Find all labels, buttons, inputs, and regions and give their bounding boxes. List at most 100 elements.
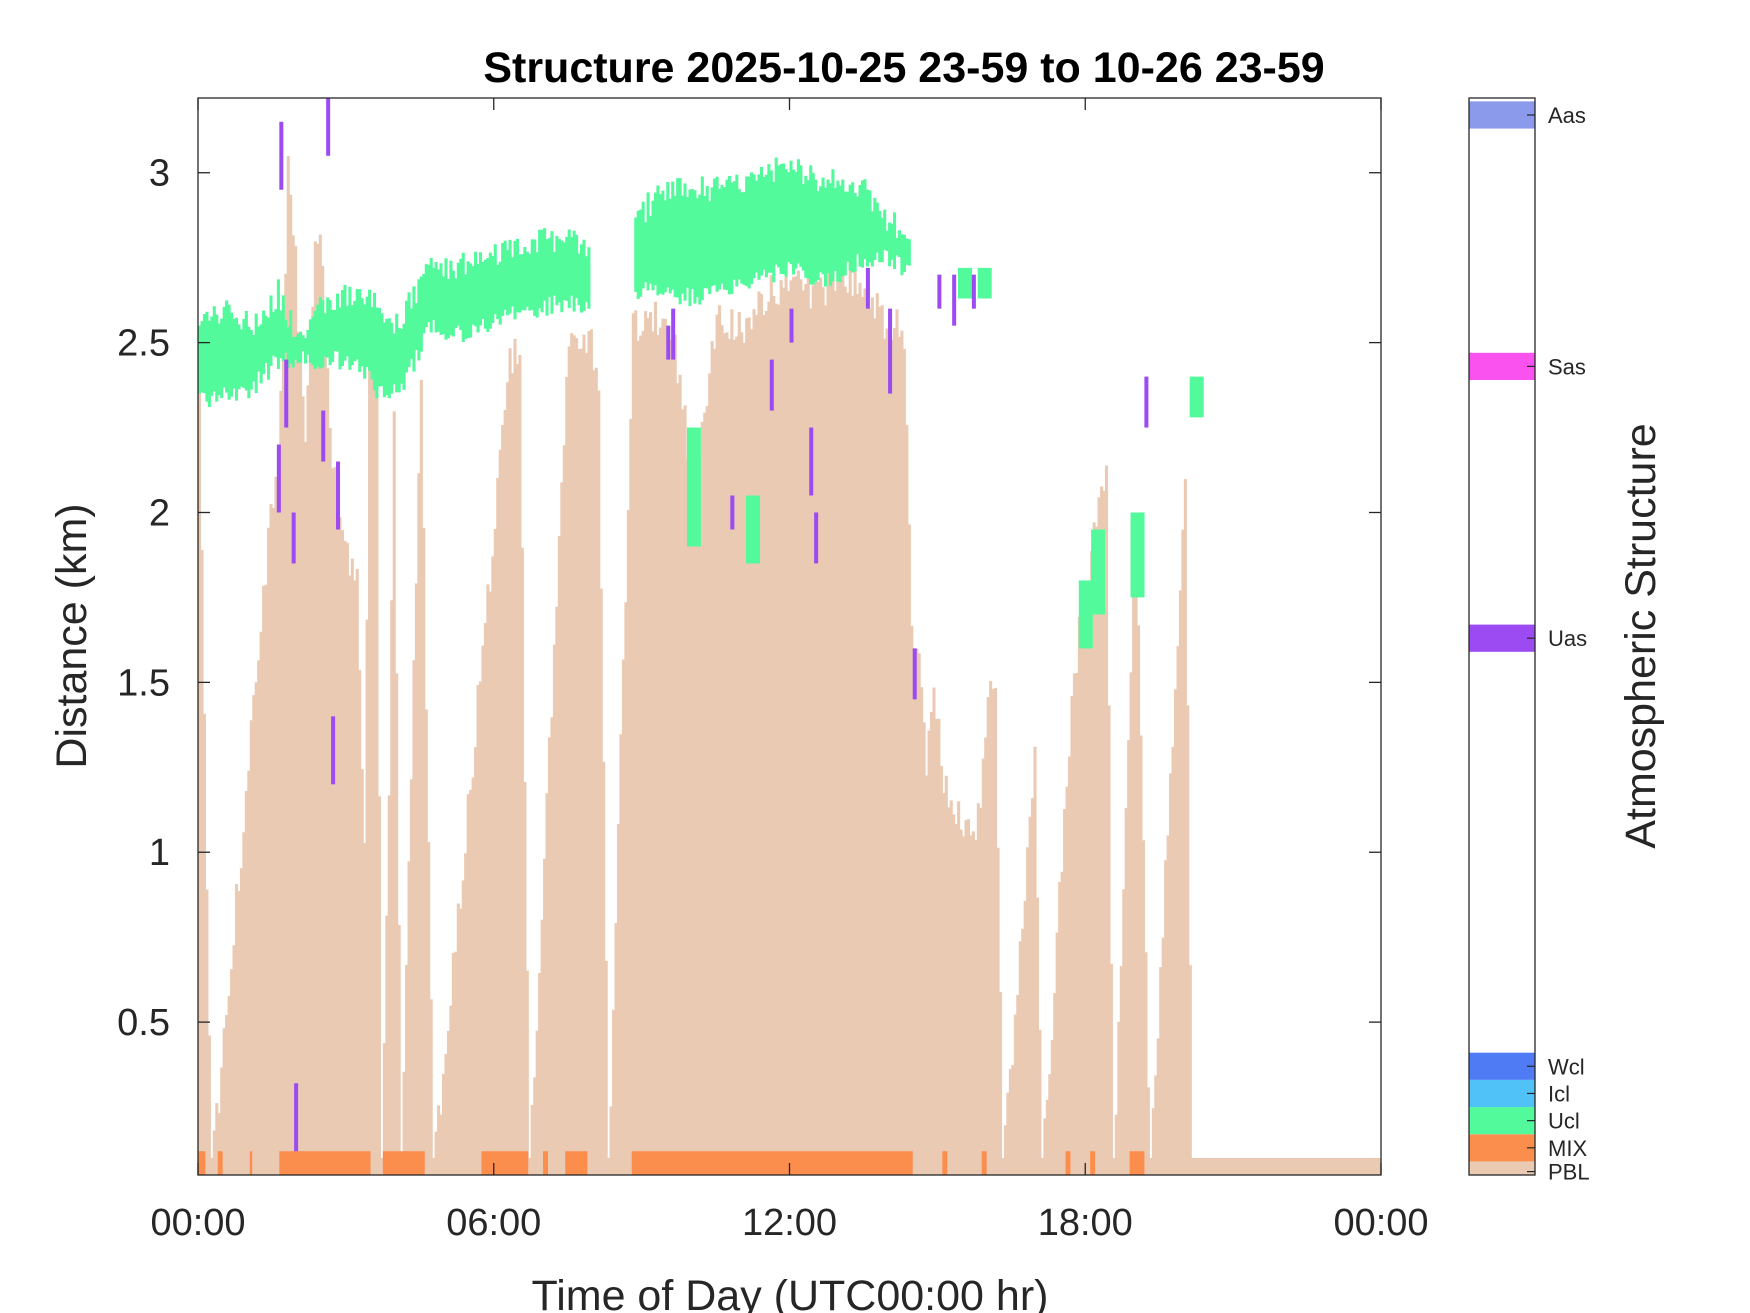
pbl-column	[1289, 1158, 1293, 1175]
pbl-column	[984, 737, 988, 1175]
ucl-column	[520, 254, 524, 311]
ucl-column	[321, 300, 325, 368]
pbl-column	[747, 317, 751, 1175]
pbl-column	[969, 835, 973, 1175]
ucl-column	[459, 258, 463, 331]
ucl-column	[902, 234, 906, 273]
pbl-column	[424, 709, 428, 1175]
pbl-column	[1132, 576, 1136, 1175]
ucl-column	[893, 212, 897, 270]
pbl-column	[828, 275, 832, 1175]
pbl-column	[454, 951, 458, 1175]
ucl-column	[740, 192, 744, 284]
pbl-column	[1235, 1158, 1239, 1175]
ucl-column	[895, 238, 899, 256]
pbl-column	[848, 259, 852, 1175]
ucl-column	[439, 263, 443, 335]
pbl-column	[624, 602, 628, 1175]
mix-segment	[1065, 1151, 1071, 1175]
ucl-column	[230, 312, 234, 397]
ucl-column	[831, 169, 835, 282]
uas-segment	[912, 648, 917, 700]
ucl-column	[267, 317, 271, 380]
pbl-column	[774, 303, 778, 1175]
pbl-column	[1095, 526, 1099, 1175]
ucl-patch	[1189, 376, 1204, 418]
pbl-column	[511, 373, 515, 1175]
pbl-column	[515, 364, 519, 1175]
pbl-column	[831, 267, 835, 1175]
pbl-column	[1109, 963, 1113, 1175]
pbl-column	[767, 301, 771, 1175]
pbl-column	[856, 293, 860, 1175]
pbl-column	[1006, 1092, 1010, 1175]
uas-segment	[1144, 376, 1149, 428]
pbl-column	[1149, 1158, 1153, 1175]
pbl-column	[612, 1009, 616, 1175]
pbl-column	[1240, 1158, 1244, 1175]
pbl-column	[1309, 1158, 1313, 1175]
pbl-column	[1154, 1075, 1158, 1175]
pbl-column	[1060, 871, 1064, 1175]
pbl-column	[1023, 900, 1027, 1175]
pbl-column	[676, 383, 680, 1175]
pbl-column	[1065, 786, 1069, 1175]
pbl-column	[1366, 1158, 1370, 1175]
x-tick-label: 18:00	[1038, 1202, 1133, 1244]
pbl-column	[762, 314, 766, 1175]
ucl-column	[464, 274, 468, 339]
pbl-column	[666, 326, 670, 1175]
pbl-column	[525, 970, 529, 1175]
pbl-column	[230, 969, 234, 1175]
ucl-column	[890, 223, 894, 260]
pbl-column	[1215, 1158, 1219, 1175]
ucl-column	[333, 310, 337, 351]
ucl-column	[432, 267, 436, 321]
ucl-column	[577, 253, 581, 306]
ucl-column	[390, 322, 394, 394]
ucl-column	[461, 252, 465, 342]
ucl-column	[868, 190, 872, 263]
ucl-column	[417, 279, 421, 361]
ucl-column	[683, 183, 687, 301]
pbl-column	[1146, 1087, 1150, 1175]
ucl-column	[730, 182, 734, 294]
pbl-column	[1250, 1158, 1254, 1175]
pbl-column	[754, 314, 759, 1175]
pbl-column	[890, 339, 894, 1175]
ucl-column	[641, 201, 645, 289]
pbl-column	[962, 836, 966, 1175]
pbl-column	[331, 468, 335, 1175]
ucl-column	[296, 333, 300, 364]
ucl-column	[409, 308, 414, 359]
pbl-column	[629, 418, 633, 1175]
pbl-column	[429, 999, 433, 1175]
pbl-column	[668, 339, 672, 1175]
colorbar-tick-label: MIX	[1548, 1136, 1587, 1161]
ucl-column	[828, 183, 832, 287]
x-tick-label: 00:00	[1333, 1202, 1428, 1244]
ucl-column	[762, 176, 766, 270]
pbl-column	[981, 758, 985, 1175]
ucl-column	[483, 259, 487, 329]
ucl-column	[225, 300, 229, 393]
pbl-column	[262, 585, 266, 1175]
ucl-column	[735, 174, 739, 287]
pbl-column	[1119, 966, 1123, 1175]
pbl-column	[264, 584, 268, 1175]
uas-segment	[276, 444, 281, 513]
pbl-column	[363, 843, 367, 1175]
pbl-column	[547, 737, 552, 1175]
pbl-column	[1225, 1158, 1229, 1175]
pbl-column	[740, 332, 744, 1175]
ucl-column	[501, 243, 505, 316]
pbl-column	[878, 306, 882, 1175]
ucl-column	[424, 264, 428, 328]
ucl-column	[907, 239, 911, 266]
ucl-column	[764, 174, 768, 278]
pbl-column	[673, 334, 677, 1175]
pbl-column	[1141, 840, 1145, 1175]
pbl-column	[621, 659, 625, 1175]
pbl-column	[555, 606, 559, 1175]
pbl-column	[1378, 1158, 1381, 1175]
